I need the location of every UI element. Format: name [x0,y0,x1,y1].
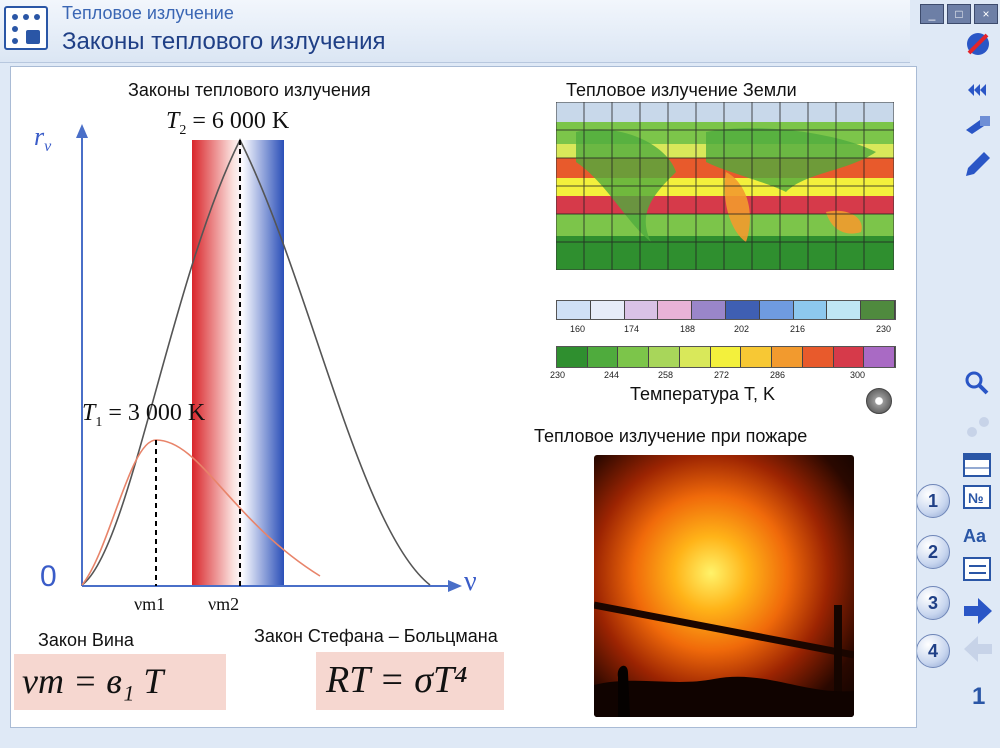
stefan-formula: RT = σT⁴ [326,659,468,701]
color-swatch [827,301,862,319]
scale2-tick: 244 [604,370,620,380]
origin-label: 0 [40,560,57,593]
close-button[interactable]: × [974,4,998,24]
color-swatch [793,301,828,319]
earth-title: Тепловое излучение Земли [566,80,797,100]
svg-text:Aa: Aa [963,526,987,546]
close-circle-icon[interactable] [967,33,989,55]
arrow-right-icon[interactable] [964,598,992,624]
vm1-label: νm1 [134,594,166,614]
scale2-tick: 258 [658,370,674,380]
scale2-tick: 230 [550,370,566,380]
color-swatch [772,347,803,367]
zoom-icon[interactable] [965,371,989,395]
right-toolbar: № Aa 1 [963,33,992,708]
color-swatch [741,347,773,367]
earth-map [556,102,894,270]
color-swatch [624,301,659,319]
font-icon[interactable]: Aa [963,526,987,546]
graph-title: Законы теплового излучения [128,80,371,100]
stefan-formula-box [316,652,504,710]
visible-spectrum-band [192,140,284,586]
wien-law-title: Закон Вина [38,630,134,650]
color-scale-warm [556,346,896,368]
sound-icon[interactable] [968,84,986,96]
page-title: Законы теплового излучения [62,28,386,55]
settings-gear-icon[interactable] [866,388,892,414]
x-axis-label: ν [464,566,477,597]
bottom-strip [0,730,910,748]
tab-3[interactable]: 3 [916,586,950,620]
color-swatch [864,347,896,367]
spectrum-graph [76,124,462,592]
color-swatch [649,347,680,367]
y-axis-label: rν [34,122,52,156]
color-swatch [658,301,693,319]
scale1-tick: 188 [680,324,696,334]
arrow-left-icon[interactable] [964,636,992,662]
color-swatch [861,301,895,319]
wien-formula: νm = в₁ T [22,661,164,701]
t2-label: T2 = 6 000 K [166,108,290,138]
scale2-tick: 286 [770,370,786,380]
table-icon[interactable] [963,453,991,477]
color-swatch [833,347,865,367]
tab-1[interactable]: 1 [916,484,950,518]
t1-label: T1 = 3 000 K [82,400,206,430]
scale1-tick: 216 [790,324,806,334]
scale2-tick: 300 [850,370,866,380]
maximize-button[interactable]: □ [947,4,971,24]
scale1-tick: 174 [624,324,640,334]
svg-text:№: № [968,490,984,506]
temperature-label: Температура T, K [630,384,776,404]
scale1-tick: 202 [734,324,750,334]
fire-title: Тепловое излучение при пожаре [534,426,808,446]
breadcrumb[interactable]: Тепловое излучение [62,3,234,23]
color-swatch [725,301,760,319]
vm2-label: νm2 [208,594,240,614]
color-swatch [590,301,625,319]
scale1-tick: 160 [570,324,586,334]
tab-4[interactable]: 4 [916,634,950,668]
list-icon[interactable] [963,557,991,581]
color-swatch [679,347,711,367]
window-controls: _ □ × [920,4,998,24]
title-bar: Тепловое излучение Законы теплового излу… [0,0,910,63]
gears-icon[interactable] [967,417,989,437]
flashlight-icon[interactable] [966,116,990,134]
color-swatch [557,301,591,319]
minimize-button[interactable]: _ [920,4,944,24]
scale2-tick: 272 [714,370,730,380]
color-swatch [692,301,726,319]
color-swatch [587,347,619,367]
page-number: 1 [972,683,985,708]
number-sign-icon[interactable]: № [963,485,991,509]
pencil-icon[interactable] [966,152,990,176]
tab-2[interactable]: 2 [916,535,950,569]
color-scale-cold [556,300,896,320]
color-swatch [710,347,742,367]
color-swatch [618,347,650,367]
color-swatch [557,347,588,367]
fire-photo [594,455,854,717]
scale1-tick: 230 [876,324,892,334]
wien-formula-box [14,654,226,710]
stefan-law-title: Закон Стефана – Больцмана [254,626,498,646]
app-logo-icon[interactable] [4,6,48,50]
color-swatch [802,347,834,367]
color-swatch [759,301,794,319]
